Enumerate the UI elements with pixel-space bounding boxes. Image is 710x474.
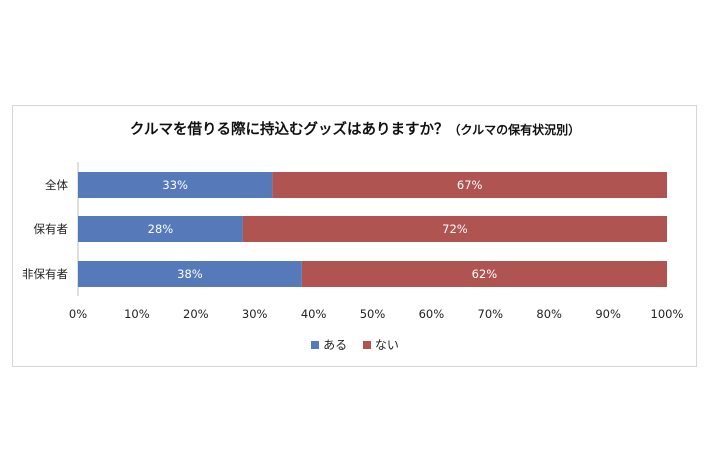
x-tick-label: 30% bbox=[242, 307, 268, 321]
legend-label-aru: ある bbox=[323, 338, 348, 352]
x-tick-label: 100% bbox=[651, 307, 684, 321]
legend-item-nai: ない bbox=[362, 336, 399, 353]
x-tick-label: 10% bbox=[124, 307, 150, 321]
x-tick-label: 20% bbox=[183, 307, 209, 321]
bar-aru bbox=[78, 216, 243, 242]
data-label: 33% bbox=[162, 178, 188, 192]
legend-swatch-aru bbox=[311, 341, 320, 349]
category-label: 保有者 bbox=[34, 222, 69, 236]
legend-label-nai: ない bbox=[374, 338, 399, 352]
bar-aru bbox=[78, 261, 302, 287]
bar-nai bbox=[301, 261, 667, 287]
data-label: 62% bbox=[472, 267, 498, 281]
x-tick-label: 80% bbox=[536, 307, 562, 321]
data-label: 72% bbox=[442, 222, 468, 236]
category-label: 全体 bbox=[45, 178, 68, 192]
x-tick-label: 90% bbox=[595, 307, 621, 321]
bar-aru bbox=[78, 172, 273, 198]
x-tick-label: 60% bbox=[419, 307, 445, 321]
chart-title-sub: （クルマの保有状況別） bbox=[448, 123, 581, 137]
x-tick-label: 70% bbox=[478, 307, 504, 321]
data-label: 28% bbox=[148, 222, 174, 236]
data-label: 67% bbox=[457, 178, 483, 192]
legend-swatch-nai bbox=[362, 341, 371, 349]
x-tick-label: 50% bbox=[360, 307, 386, 321]
category-label: 非保有者 bbox=[22, 267, 68, 281]
chart-title: クルマを借りる際に持込むグッズはありますか？（クルマの保有状況別） bbox=[0, 118, 710, 139]
data-label: 38% bbox=[177, 267, 203, 281]
legend-item-aru: ある bbox=[311, 336, 347, 353]
bar-nai bbox=[242, 216, 668, 242]
x-tick-label: 40% bbox=[301, 307, 327, 321]
chart-title-main: クルマを借りる際に持込むグッズはありますか？ bbox=[129, 122, 449, 138]
bar-nai bbox=[272, 172, 667, 198]
legend: ある ない bbox=[0, 336, 710, 353]
x-tick-label: 0% bbox=[69, 307, 87, 321]
